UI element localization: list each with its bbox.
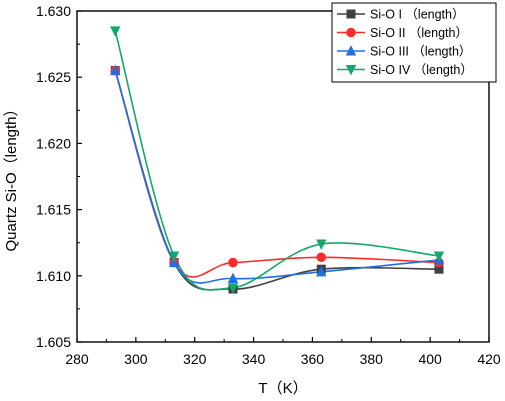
y-tick-label: 1.630 [36,3,71,19]
y-axis-ticks: 1.605 1.610 1.615 1.620 1.625 1.630 [36,3,82,350]
series-lines [114,30,440,291]
data-point-series-3 [110,64,121,76]
y-tick-label: 1.620 [36,135,71,151]
x-tick-label: 340 [242,351,266,367]
series-line-3 [114,70,440,284]
x-tick-label: 280 [65,351,89,367]
series-markers [110,26,445,294]
legend-label-1: Si-O I （length） [370,8,464,22]
legend-marker-3 [345,45,357,56]
data-point-series-4 [227,283,239,294]
x-tick-label: 300 [124,351,148,367]
x-tick-label: 320 [183,351,207,367]
legend-label-2: Si-O II （length） [370,26,468,40]
legend: Si-O I （length） Si-O II （length） Si-O III … [331,2,497,83]
y-tick-label: 1.605 [36,334,71,350]
x-tick-label: 400 [418,351,442,367]
legend-marker-4 [345,65,357,76]
legend-marker-1 [346,9,356,19]
data-point-series-4 [110,26,121,37]
data-point-series-3 [227,272,239,283]
data-point-series-4 [433,251,445,262]
legend-marker-2 [346,27,356,38]
y-tick-label: 1.625 [36,69,71,85]
data-point-series-3 [316,265,327,277]
data-point-series-2 [228,257,238,268]
data-point-series-2 [316,252,327,263]
x-tick-label: 380 [360,351,384,367]
y-tick-label: 1.610 [36,268,71,284]
series-line-4 [114,30,440,291]
x-tick-label: 420 [477,351,501,367]
y-axis-title: Quartz Si-O（length） [3,101,20,251]
y-tick-label: 1.615 [36,202,71,218]
series-line-1 [114,70,439,291]
data-point-series-4 [168,251,180,262]
series-line-2 [114,70,440,278]
x-tick-label: 360 [301,351,325,367]
x-axis-ticks: 280 300 320 340 360 380 400 420 [65,337,501,367]
legend-label-3: Si-O III （length） [370,45,471,59]
data-point-series-3 [168,256,180,268]
x-axis-title: T（K） [258,380,307,397]
data-point-series-4 [316,239,327,250]
legend-label-4: Si-O IV （length） [370,63,473,77]
